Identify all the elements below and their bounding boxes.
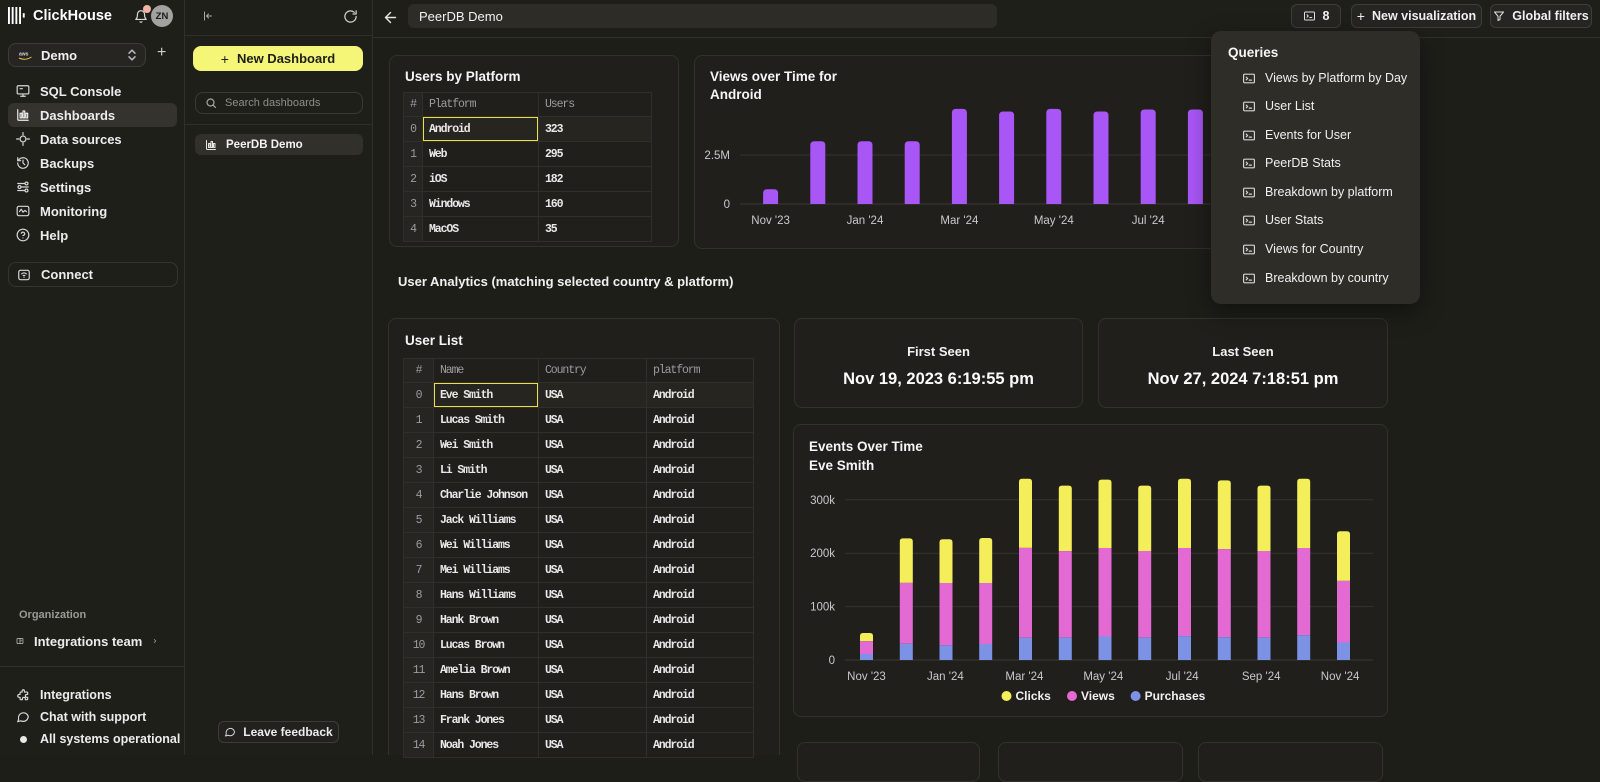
svg-text:Mar '24: Mar '24	[940, 215, 979, 227]
svg-text:Nov '24: Nov '24	[1321, 671, 1360, 683]
svg-text:100k: 100k	[810, 602, 835, 614]
svg-text:Nov '23: Nov '23	[847, 671, 886, 683]
svg-text:2.5M: 2.5M	[704, 150, 730, 162]
svg-text:0: 0	[829, 655, 835, 667]
svg-text:200k: 200k	[810, 548, 835, 560]
svg-text:Views: Views	[1081, 689, 1115, 703]
svg-text:Mar '24: Mar '24	[1005, 671, 1044, 683]
svg-text:aws: aws	[19, 51, 29, 57]
svg-text:Sep '24: Sep '24	[1242, 671, 1281, 683]
svg-text:Jan '24: Jan '24	[927, 671, 964, 683]
svg-text:Purchases: Purchases	[1145, 689, 1206, 703]
svg-text:Nov '23: Nov '23	[751, 215, 790, 227]
svg-text:Jul '24: Jul '24	[1166, 671, 1199, 683]
svg-text:May '24: May '24	[1034, 215, 1075, 227]
svg-text:Jul '24: Jul '24	[1132, 215, 1165, 227]
svg-text:Clicks: Clicks	[1016, 689, 1052, 703]
svg-text:Jan '24: Jan '24	[847, 215, 884, 227]
svg-text:May '24: May '24	[1083, 671, 1124, 683]
svg-text:0: 0	[724, 199, 730, 211]
svg-text:300k: 300k	[810, 495, 835, 507]
